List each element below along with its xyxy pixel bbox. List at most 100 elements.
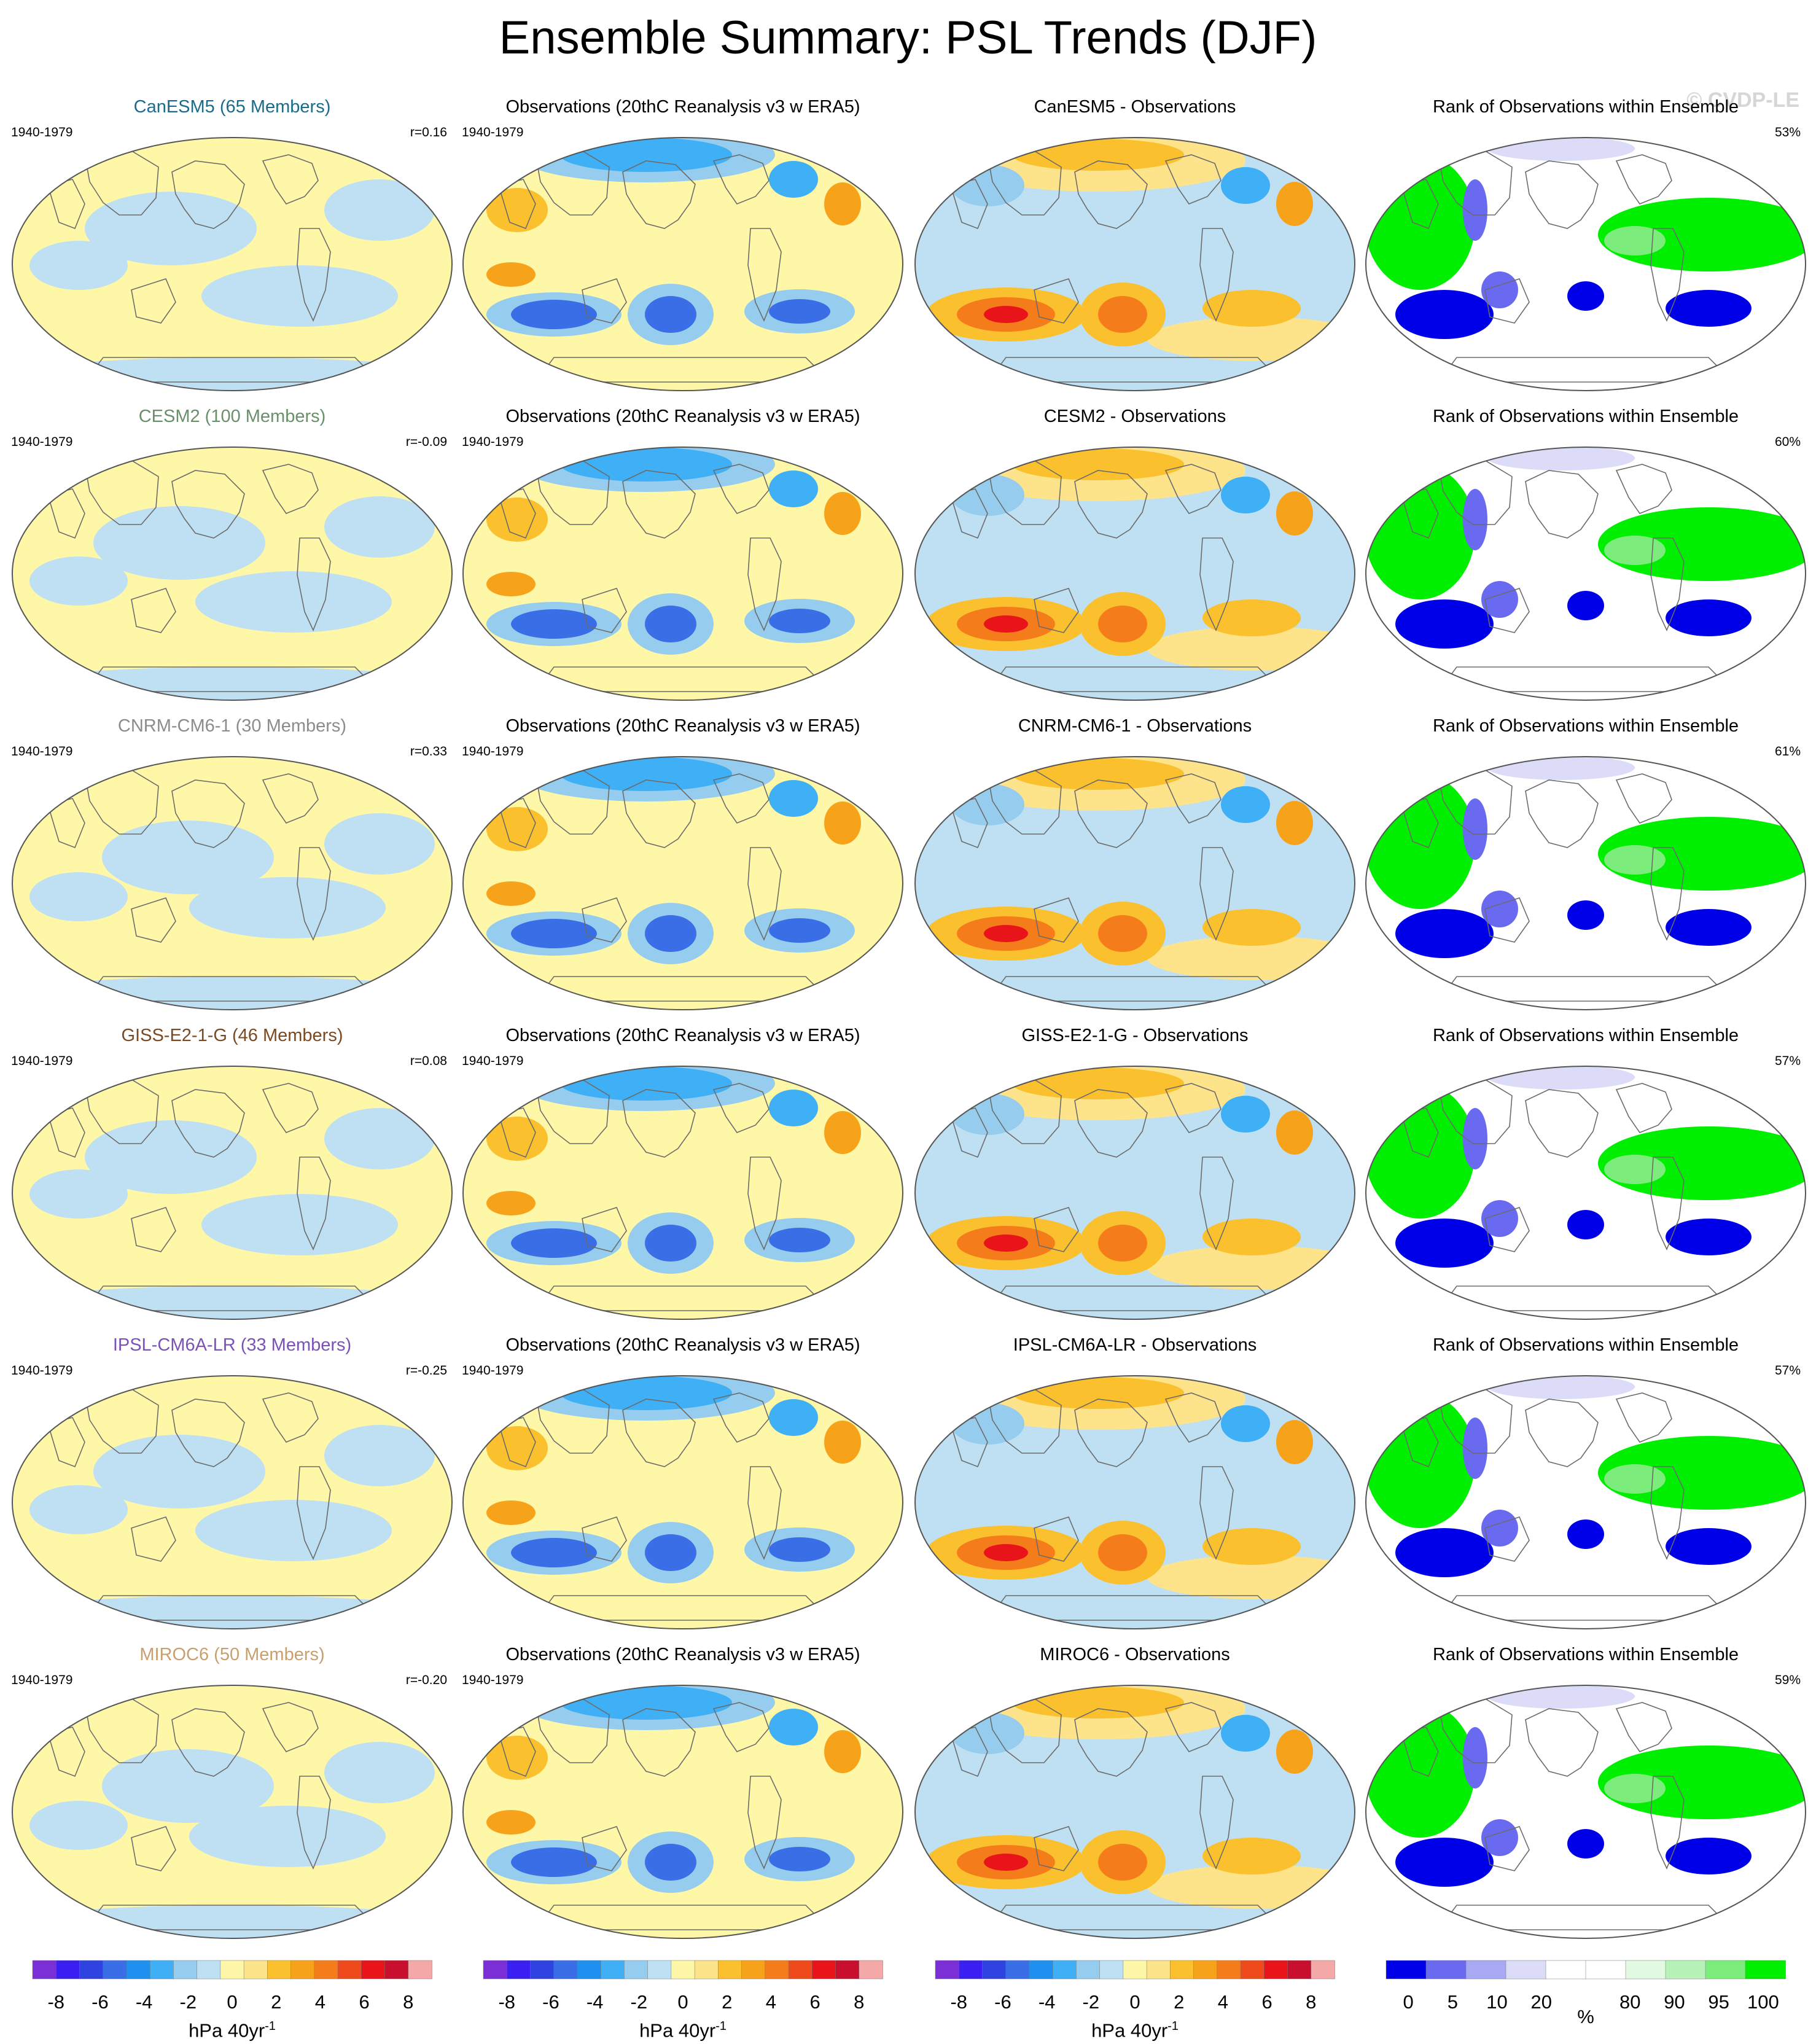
model-period: 1940-1979	[11, 125, 73, 139]
colorbar-swatch	[32, 1960, 57, 1980]
observations-panel: Observations (20thC Reanalysis v3 w ERA5…	[462, 1645, 904, 1946]
colorbar-swatch	[1385, 1960, 1427, 1980]
colorbar-tick-label: -8	[47, 1991, 65, 2013]
colorbar-swatch	[624, 1960, 649, 1980]
colorbar-tick-label: -2	[179, 1991, 197, 2013]
colorbar-swatch	[553, 1960, 578, 1980]
rank-panel-title: Rank of Observations within Ensemble	[1432, 407, 1739, 426]
colorbar-swatch	[1029, 1960, 1053, 1980]
colorbar-swatch	[1311, 1960, 1335, 1980]
colorbar-swatch	[1665, 1960, 1706, 1980]
model-panel: CNRM-CM6-1 (30 Members) 1940-1979 r=0.33	[11, 716, 453, 1017]
rank-map	[1365, 447, 1806, 701]
pattern-correlation: r=-0.09	[405, 435, 447, 449]
rank-percentage: 61%	[1774, 744, 1801, 759]
colorbar-tick-label: 2	[1174, 1991, 1185, 2013]
page-title: Ensemble Summary: PSL Trends (DJF)	[499, 12, 1317, 64]
observations-panel: Observations (20thC Reanalysis v3 w ERA5…	[462, 1335, 904, 1636]
colorbar-swatch	[103, 1960, 127, 1980]
observations-panel: Observations (20thC Reanalysis v3 w ERA5…	[462, 97, 904, 398]
diff-map	[914, 1685, 1355, 1939]
rank-map	[1365, 1685, 1806, 1939]
diff-map	[914, 1066, 1355, 1320]
rank-percentage: 57%	[1774, 1363, 1801, 1378]
observations-period: 1940-1979	[462, 744, 524, 759]
colorbar-swatch	[384, 1960, 409, 1980]
model-period: 1940-1979	[11, 435, 73, 449]
colorbar-swatch	[788, 1960, 813, 1980]
colorbar-swatch	[530, 1960, 555, 1980]
colorbar-tick-label: 0	[227, 1991, 238, 2013]
model-map	[12, 756, 453, 1010]
colorbar-swatch	[1425, 1960, 1467, 1980]
difference-panel: IPSL-CM6A-LR - Observations	[914, 1335, 1356, 1636]
obs-map	[462, 447, 903, 701]
observations-panel-title: Observations (20thC Reanalysis v3 w ERA5…	[505, 407, 860, 426]
colorbar-tick-label: 6	[809, 1991, 820, 2013]
observations-panel-title: Observations (20thC Reanalysis v3 w ERA5…	[505, 716, 860, 736]
rank-panel: Rank of Observations within Ensemble 57%	[1365, 1026, 1807, 1327]
colorbar-tick-label: -4	[586, 1991, 604, 2013]
difference-panel-title: CanESM5 - Observations	[1034, 97, 1236, 117]
difference-panel: GISS-E2-1-G - Observations	[914, 1026, 1356, 1327]
colorbar-tick-label: 95	[1708, 1991, 1729, 2013]
colorbar-swatch	[1465, 1960, 1506, 1980]
colorbar-tick-label: -8	[950, 1991, 968, 2013]
trend-colorbar: -8 -6 -4 -2 0 2 4 6 8 hPa 40yr-1	[11, 1958, 453, 2044]
observations-panel: Observations (20thC Reanalysis v3 w ERA5…	[462, 716, 904, 1017]
difference-panel: MIROC6 - Observations	[914, 1645, 1356, 1946]
colorbar-swatch	[55, 1960, 80, 1980]
difference-panel-title: CESM2 - Observations	[1043, 407, 1226, 426]
colorbar-tick-label: -2	[630, 1991, 648, 2013]
rank-panel-title: Rank of Observations within Ensemble	[1432, 1026, 1739, 1045]
colorbar-tick-label: 6	[359, 1991, 370, 2013]
colorbar-tick-label: 4	[1217, 1991, 1228, 2013]
colorbar-swatch	[408, 1960, 432, 1980]
colorbar-tick-label: -6	[994, 1991, 1011, 2013]
colorbar-unit-label: hPa 40yr-1	[1091, 2019, 1179, 2042]
colorbar-swatch	[1099, 1960, 1124, 1980]
colorbar-tick-label: 0	[1129, 1991, 1140, 2013]
colorbar-tick-label: -8	[498, 1991, 516, 2013]
model-map	[12, 1066, 453, 1320]
rank-panel-title: Rank of Observations within Ensemble	[1432, 716, 1739, 736]
difference-panel-title: IPSL-CM6A-LR - Observations	[1013, 1335, 1257, 1355]
colorbar-tick-label: 2	[271, 1991, 282, 2013]
colorbar-tick-label: 4	[314, 1991, 325, 2013]
colorbar-swatch	[1170, 1960, 1194, 1980]
observations-panel: Observations (20thC Reanalysis v3 w ERA5…	[462, 407, 904, 708]
colorbar-swatch	[506, 1960, 531, 1980]
difference-panel: CNRM-CM6-1 - Observations	[914, 716, 1356, 1017]
colorbar-tick-label: -4	[135, 1991, 153, 2013]
colorbar-tick-label: 6	[1261, 1991, 1272, 2013]
difference-panel: CanESM5 - Observations	[914, 97, 1356, 398]
colorbar-tick-label: 8	[854, 1991, 865, 2013]
colorbar-swatch	[243, 1960, 268, 1980]
observations-period: 1940-1979	[462, 125, 524, 139]
rank-panel: Rank of Observations within Ensemble 61%	[1365, 716, 1807, 1017]
model-period: 1940-1979	[11, 744, 73, 759]
pattern-correlation: r=0.33	[410, 744, 447, 759]
colorbar-tick-label: 10	[1486, 1991, 1508, 2013]
colorbar-unit-label: hPa 40yr-1	[189, 2019, 276, 2042]
difference-panel: CESM2 - Observations	[914, 407, 1356, 708]
colorbar-swatch	[197, 1960, 221, 1980]
colorbar-swatch	[1585, 1960, 1626, 1980]
colorbar-swatch	[671, 1960, 695, 1980]
colorbar-swatch	[1287, 1960, 1312, 1980]
difference-panel-title: CNRM-CM6-1 - Observations	[1018, 716, 1252, 736]
colorbar-swatch	[1146, 1960, 1171, 1980]
colorbar-swatch	[1625, 1960, 1666, 1980]
colorbar-swatch	[859, 1960, 883, 1980]
diff-map	[914, 1375, 1355, 1629]
observations-panel-title: Observations (20thC Reanalysis v3 w ERA5…	[505, 97, 860, 117]
colorbar-tick-label: 5	[1447, 1991, 1458, 2013]
colorbar-swatch	[1005, 1960, 1030, 1980]
model-panel-title: CESM2 (100 Members)	[138, 407, 326, 426]
colorbar-tick-label: 2	[722, 1991, 733, 2013]
obs-map	[462, 1066, 903, 1320]
rank-panel: Rank of Observations within Ensemble 53%	[1365, 97, 1807, 398]
rank-map	[1365, 137, 1806, 391]
colorbar-unit-label: hPa 40yr-1	[639, 2019, 727, 2042]
model-map	[12, 1375, 453, 1629]
